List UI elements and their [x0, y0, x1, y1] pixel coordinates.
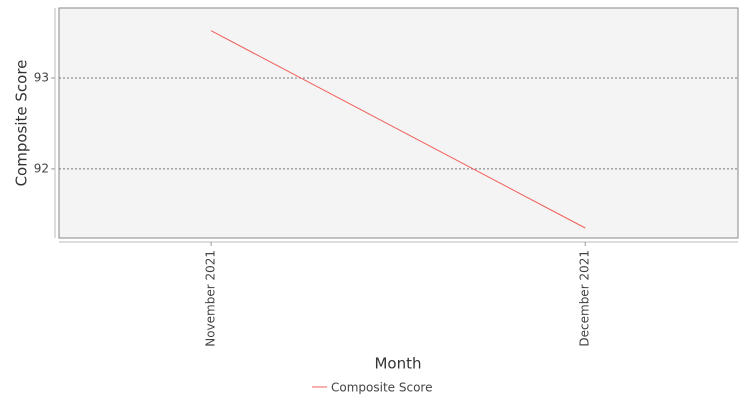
legend: Composite Score	[312, 381, 432, 395]
x-axis-title: Month	[374, 355, 421, 373]
x-tick-label: November 2021	[204, 250, 218, 347]
line-series	[210, 30, 586, 229]
y-tick-label: 93	[34, 71, 49, 85]
x-tick-label: December 2021	[578, 250, 592, 347]
legend-label: Composite Score	[331, 381, 432, 395]
y-tick-label: 92	[34, 161, 49, 175]
y-axis-title: Composite Score	[13, 60, 31, 187]
plot-area	[58, 7, 739, 239]
